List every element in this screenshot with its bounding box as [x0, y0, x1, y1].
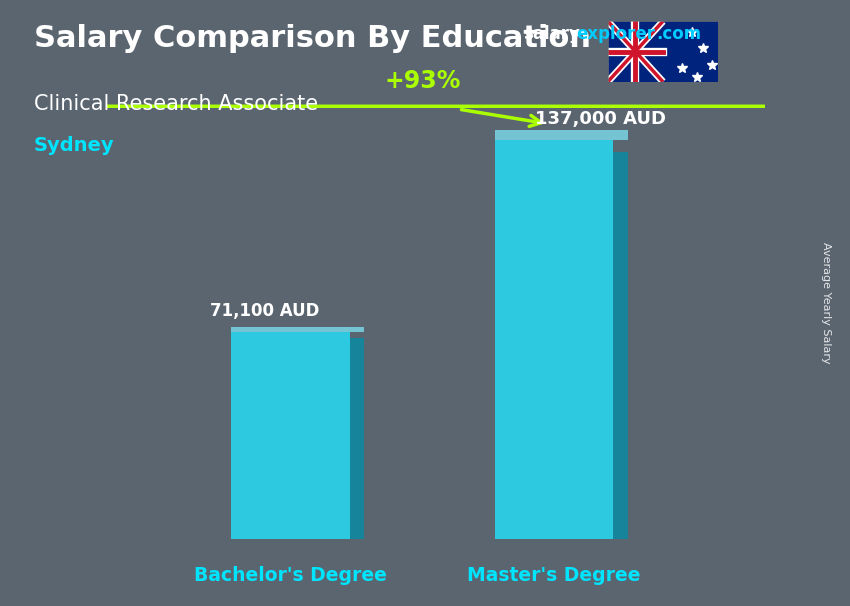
Text: 137,000 AUD: 137,000 AUD	[535, 110, 666, 128]
Text: Clinical Research Associate: Clinical Research Associate	[34, 94, 318, 114]
Text: explorer: explorer	[576, 25, 655, 44]
Text: salary: salary	[523, 25, 580, 44]
Bar	[495, 140, 614, 539]
Bar	[614, 152, 628, 539]
Text: .com: .com	[656, 25, 701, 44]
Text: Sydney: Sydney	[34, 136, 115, 155]
Text: Bachelor's Degree: Bachelor's Degree	[195, 565, 387, 585]
Text: Master's Degree: Master's Degree	[468, 565, 641, 585]
Bar	[231, 332, 350, 539]
Text: Average Yearly Salary: Average Yearly Salary	[821, 242, 831, 364]
Text: Salary Comparison By Education: Salary Comparison By Education	[34, 24, 591, 53]
Text: 71,100 AUD: 71,100 AUD	[210, 302, 319, 321]
Bar	[350, 338, 365, 539]
Bar	[495, 130, 628, 140]
Bar	[231, 327, 365, 332]
Text: +93%: +93%	[384, 70, 461, 93]
